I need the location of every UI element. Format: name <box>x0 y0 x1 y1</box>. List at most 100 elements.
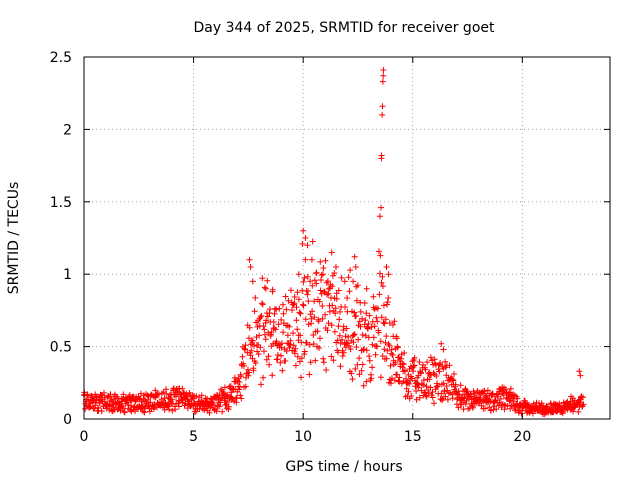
data-point-marker <box>392 359 399 366</box>
data-point-marker <box>345 274 352 281</box>
data-point-marker <box>280 310 287 317</box>
data-point-marker <box>301 348 308 355</box>
data-point-marker <box>263 356 270 363</box>
data-point-marker <box>395 378 402 384</box>
data-point-marker <box>294 353 301 360</box>
data-point-marker <box>328 353 335 360</box>
data-points <box>81 67 587 418</box>
data-point-marker <box>303 339 310 346</box>
data-point-marker <box>301 275 308 281</box>
data-point-marker <box>247 264 254 270</box>
data-point-marker <box>325 285 332 292</box>
data-point-marker <box>315 316 322 323</box>
data-point-marker <box>245 366 251 373</box>
data-point-marker <box>351 253 358 260</box>
data-point-marker <box>332 305 339 312</box>
data-point-marker <box>375 329 382 336</box>
data-point-marker <box>373 314 380 321</box>
y-axis-label: SRMTID / TECUs <box>6 182 22 295</box>
data-point-marker <box>361 300 368 306</box>
data-point-marker <box>352 365 359 372</box>
data-point-marker <box>158 396 165 403</box>
data-point-marker <box>249 337 256 344</box>
axis-ticks: 0 5 10 15 20 0 0.5 1 1.5 2 2.5 <box>50 50 610 445</box>
data-point-marker <box>336 332 343 339</box>
data-point-marker <box>151 401 158 408</box>
data-point-marker <box>406 380 413 387</box>
data-point-marker <box>411 362 418 369</box>
data-point-marker <box>422 366 429 373</box>
data-point-marker <box>316 298 323 305</box>
data-point-marker <box>325 290 332 297</box>
data-point-marker <box>295 296 302 303</box>
data-point-marker <box>416 394 423 401</box>
data-point-marker <box>251 343 257 349</box>
data-point-marker <box>522 397 528 404</box>
data-point-marker <box>446 362 453 369</box>
data-point-marker <box>313 269 320 276</box>
data-point-marker <box>350 278 357 285</box>
data-point-marker <box>357 323 364 330</box>
data-point-marker <box>316 345 323 351</box>
data-point-marker <box>380 302 387 309</box>
data-point-marker <box>275 321 282 328</box>
data-point-marker <box>378 279 385 286</box>
data-point-marker <box>362 317 369 324</box>
data-point-marker <box>242 342 249 349</box>
data-point-marker <box>257 314 264 320</box>
chart-title: Day 344 of 2025, SRMTID for receiver goe… <box>194 20 495 36</box>
data-point-marker <box>313 280 320 287</box>
data-point-marker <box>381 320 388 327</box>
x-tick-label: 5 <box>189 429 198 445</box>
data-point-marker <box>438 340 445 347</box>
data-point-marker <box>304 291 311 298</box>
data-point-marker <box>262 331 268 338</box>
data-point-marker <box>406 366 413 372</box>
data-point-marker <box>223 392 230 399</box>
data-point-marker <box>518 410 525 417</box>
data-point-marker <box>248 347 255 354</box>
data-point-marker <box>273 306 280 313</box>
data-point-marker <box>222 402 229 408</box>
data-point-marker <box>452 381 459 388</box>
data-point-marker <box>279 367 286 374</box>
data-point-marker <box>257 344 264 351</box>
data-point-marker <box>380 72 387 79</box>
data-point-marker <box>409 358 416 365</box>
data-point-marker <box>322 311 329 318</box>
data-point-marker <box>353 297 360 304</box>
data-point-marker <box>363 378 370 385</box>
data-point-marker <box>296 309 303 316</box>
data-point-marker <box>284 332 291 339</box>
data-point-marker <box>385 295 392 301</box>
plot-frame <box>83 56 611 420</box>
data-point-marker <box>380 67 387 73</box>
data-point-marker <box>292 345 299 352</box>
data-point-marker <box>401 350 408 356</box>
data-point-marker <box>339 336 345 343</box>
data-point-marker <box>213 408 220 415</box>
data-point-marker <box>262 336 269 343</box>
data-point-marker <box>299 240 306 247</box>
data-point-marker <box>305 288 311 294</box>
data-point-marker <box>346 288 353 295</box>
data-point-marker <box>101 389 107 396</box>
data-point-marker <box>378 314 385 321</box>
y-tick-label: 1 <box>63 267 72 283</box>
data-point-marker <box>245 372 252 379</box>
data-point-marker <box>216 403 223 410</box>
data-point-marker <box>127 407 134 413</box>
data-point-marker <box>497 395 504 402</box>
data-point-marker <box>379 78 386 85</box>
data-point-marker <box>198 392 205 399</box>
data-point-marker <box>341 278 348 285</box>
data-point-marker <box>376 291 383 298</box>
data-point-marker <box>470 404 476 411</box>
data-point-marker <box>519 405 526 411</box>
data-point-marker <box>290 342 297 349</box>
data-point-marker <box>337 308 343 315</box>
data-point-marker <box>269 372 276 379</box>
data-point-marker <box>221 384 228 391</box>
data-point-marker <box>348 370 355 377</box>
data-point-marker <box>261 284 268 291</box>
